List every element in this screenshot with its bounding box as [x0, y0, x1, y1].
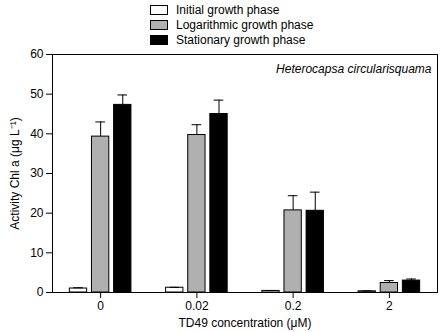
- svg-text:0: 0: [97, 299, 104, 313]
- svg-text:20: 20: [30, 206, 44, 220]
- svg-text:60: 60: [30, 48, 44, 61]
- svg-text:Heterocapsa circularisquama: Heterocapsa circularisquama: [276, 62, 432, 76]
- html-text:Stationary growth phase: Stationary growth phase: [176, 32, 306, 47]
- svg-text:TD49 concentration (μM): TD49 concentration (μM): [179, 316, 312, 330]
- svg-text:50: 50: [30, 87, 44, 101]
- svg-text:40: 40: [30, 127, 44, 141]
- svg-text:30: 30: [30, 166, 44, 180]
- svg-text:2: 2: [386, 299, 393, 313]
- svg-text:0: 0: [37, 285, 44, 299]
- svg-text:Activity Chl a (μg L⁻¹): Activity Chl a (μg L⁻¹): [8, 117, 22, 229]
- svg-text:10: 10: [30, 246, 44, 260]
- html-text:Logarithmic growth phase: Logarithmic growth phase: [176, 17, 314, 32]
- svg-text:0.02: 0.02: [185, 299, 209, 313]
- svg-text:0.2: 0.2: [285, 299, 302, 313]
- html-text:Initial growth phase: Initial growth phase: [176, 2, 280, 17]
